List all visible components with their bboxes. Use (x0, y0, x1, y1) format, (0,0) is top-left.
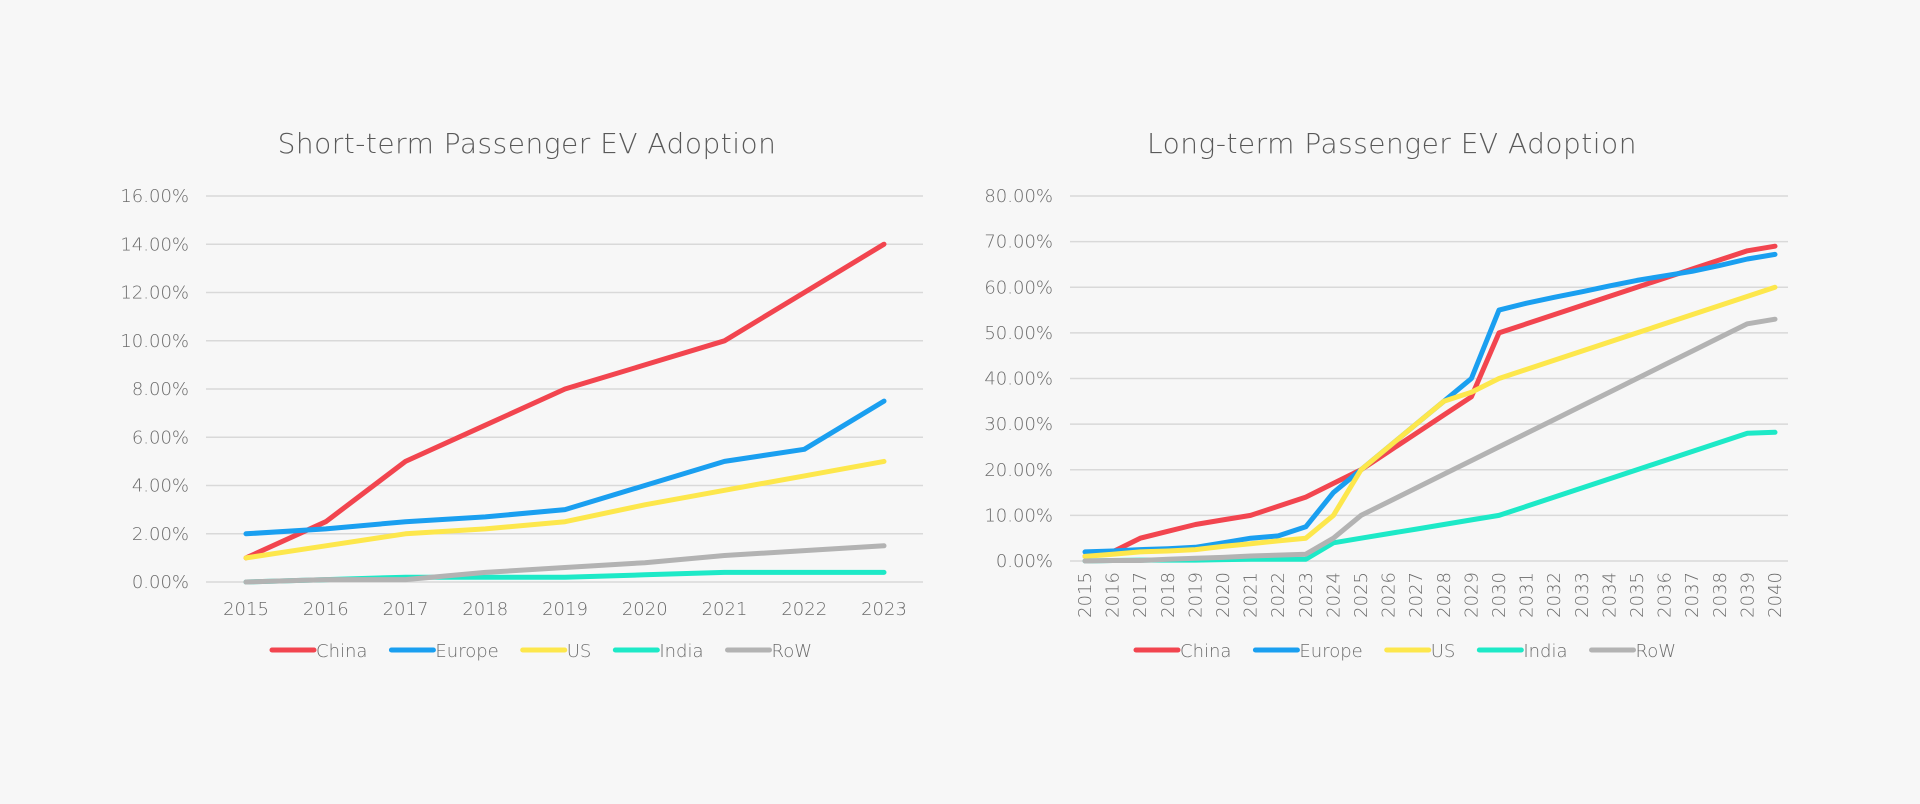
short-x-tick-label: 2019 (542, 599, 588, 620)
short-x-tick-label: 2020 (622, 599, 668, 620)
long-legend-label-india: India (1523, 641, 1567, 662)
long-x-tick-label: 2038 (1710, 572, 1731, 618)
short-x-tick-label: 2016 (303, 599, 349, 620)
long-legend-label-europe: Europe (1299, 641, 1362, 662)
short-series-line-row (243, 543, 887, 585)
long-x-tick-label: 2040 (1765, 572, 1786, 618)
long-chart-title: Long-term Passenger EV Adoption (1147, 127, 1637, 160)
long-x-tick-label: 2028 (1434, 572, 1455, 618)
long-x-tick-label: 2039 (1737, 572, 1758, 618)
long-x-tick-label: 2030 (1489, 572, 1510, 618)
long-x-tick-label: 2027 (1406, 572, 1427, 618)
long-y-tick-label: 70.00% (984, 232, 1053, 253)
long-term-chart: Long-term Passenger EV Adoption 0.00% 10.0… (984, 127, 1788, 662)
long-x-tick-label: 2015 (1075, 572, 1096, 618)
long-x-tick-label: 2016 (1103, 572, 1124, 618)
long-series-line-china (1082, 243, 1778, 559)
long-x-tick-label: 2031 (1517, 572, 1538, 618)
long-y-tick-label: 30.00% (984, 414, 1053, 435)
long-y-tick-label: 80.00% (984, 186, 1053, 207)
short-x-tick-label: 2022 (781, 599, 827, 620)
long-x-tick-label: 2037 (1682, 572, 1703, 618)
long-y-tick-label: 60.00% (984, 277, 1053, 298)
short-y-tick-label: 0.00% (132, 572, 189, 593)
long-x-tick-label: 2025 (1351, 572, 1372, 618)
long-series-line-europe (1082, 251, 1778, 555)
long-x-tick-label: 2034 (1599, 572, 1620, 618)
short-y-tick-label: 16.00% (120, 186, 189, 207)
short-y-tick-label: 10.00% (120, 331, 189, 352)
short-legend-label-china: China (316, 641, 367, 662)
short-legend-label-row: RoW (772, 641, 813, 662)
long-y-tick-label: 0.00% (996, 551, 1053, 572)
long-x-tick-label: 2021 (1241, 572, 1262, 618)
short-y-tick-label: 2.00% (132, 524, 189, 545)
short-y-tick-label: 12.00% (120, 283, 189, 304)
long-x-tick-label: 2020 (1213, 572, 1234, 618)
long-y-tick-label: 40.00% (984, 369, 1053, 390)
long-x-tick-label: 2024 (1323, 572, 1344, 618)
long-y-tick-label: 50.00% (984, 323, 1053, 344)
short-y-tick-label: 6.00% (132, 427, 189, 448)
long-x-tick-label: 2036 (1655, 572, 1676, 618)
short-series-line-us (243, 458, 887, 561)
long-series-line-row (1082, 316, 1778, 564)
long-series-line-us (1082, 284, 1778, 559)
long-x-tick-label: 2032 (1544, 572, 1565, 618)
long-x-tick-label: 2017 (1130, 572, 1151, 618)
short-y-tick-label: 8.00% (132, 379, 189, 400)
short-legend-label-us: US (567, 641, 592, 662)
long-series-line-india (1082, 429, 1778, 564)
short-series-line-europe (243, 398, 887, 537)
short-x-tick-label: 2023 (861, 599, 907, 620)
long-x-tick-label: 2018 (1158, 572, 1179, 618)
long-y-tick-label: 20.00% (984, 460, 1053, 481)
long-x-tick-label: 2035 (1627, 572, 1648, 618)
short-x-tick-label: 2017 (383, 599, 429, 620)
short-x-tick-label: 2021 (702, 599, 748, 620)
long-y-tick-label: 10.00% (984, 505, 1053, 526)
long-x-tick-label: 2026 (1379, 572, 1400, 618)
long-x-tick-label: 2029 (1461, 572, 1482, 618)
short-legend-label-india: India (659, 641, 703, 662)
long-legend-label-row: RoW (1636, 641, 1677, 662)
long-x-tick-label: 2022 (1268, 572, 1289, 618)
short-x-tick-label: 2018 (462, 599, 508, 620)
short-x-tick-label: 2015 (223, 599, 269, 620)
short-chart-title: Short-term Passenger EV Adoption (278, 127, 777, 160)
long-x-tick-label: 2019 (1185, 572, 1206, 618)
short-legend-label-europe: Europe (435, 641, 498, 662)
long-x-tick-label: 2033 (1572, 572, 1593, 618)
short-term-chart: Short-term Passenger EV Adoption 0.00% 2.0… (120, 127, 923, 662)
short-y-tick-label: 4.00% (132, 476, 189, 497)
long-x-tick-label: 2023 (1296, 572, 1317, 618)
short-y-tick-label: 14.00% (120, 234, 189, 255)
long-legend-label-us: US (1431, 641, 1456, 662)
short-series-line-china (243, 241, 887, 561)
long-legend-label-china: China (1180, 641, 1231, 662)
